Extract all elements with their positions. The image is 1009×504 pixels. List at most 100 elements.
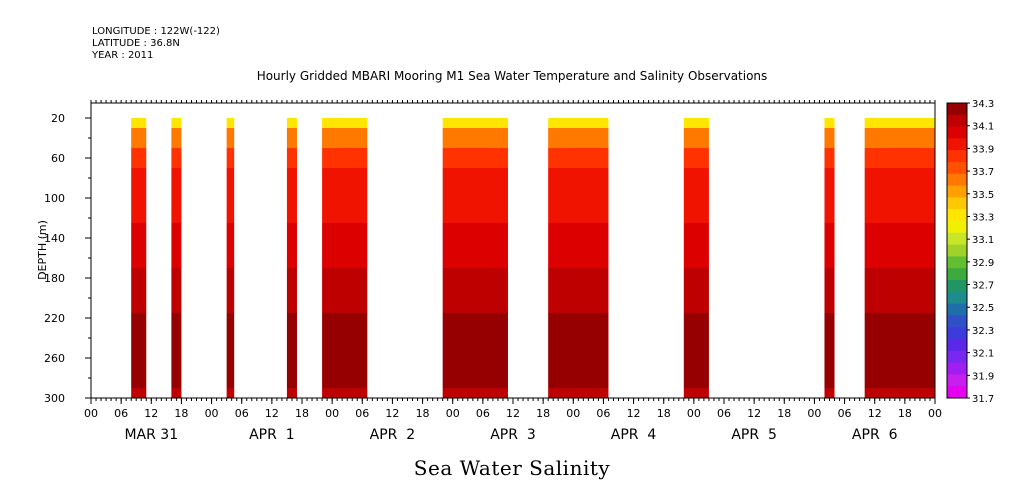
salinity-cell [824, 268, 835, 313]
salinity-cell [171, 268, 182, 313]
salinity-cell [171, 223, 182, 268]
salinity-cell [131, 223, 147, 268]
axes-layer: 20 60 100 140 180 220 260 300 00 06 12 18 00 06 12 18 00… [44, 100, 942, 443]
colorbar-swatch [947, 221, 967, 234]
data-segment [824, 118, 835, 398]
colorbar-label: 33.9 [972, 144, 994, 155]
salinity-cell [131, 353, 147, 388]
colorbar-label: 32.9 [972, 258, 994, 269]
longitude-label: LONGITUDE : 122W(-122) [92, 26, 220, 37]
salinity-cell [548, 168, 609, 193]
y-tick-label: 300 [44, 392, 65, 405]
y-tick-label: 260 [44, 352, 65, 365]
salinity-cell [824, 148, 835, 168]
x-tick-label: 18 [174, 407, 188, 420]
x-tick-label: 00 [84, 407, 98, 420]
x-tick-label: 18 [416, 407, 430, 420]
x-tick-label: 06 [717, 407, 731, 420]
x-tick-label: 06 [838, 407, 852, 420]
x-tick-label: 00 [687, 407, 701, 420]
salinity-cell [548, 313, 609, 353]
salinity-cell [548, 148, 609, 168]
salinity-cell [824, 353, 835, 388]
x-tick-label: 12 [144, 407, 158, 420]
salinity-cell [131, 268, 147, 313]
salinity-cell [171, 193, 182, 223]
salinity-cell [131, 193, 147, 223]
colorbar-swatch [947, 268, 967, 281]
salinity-cell [864, 388, 935, 398]
colorbar-swatch [947, 374, 967, 387]
salinity-cell [824, 128, 835, 148]
colorbar-swatch [947, 162, 967, 175]
x-tick-label: 12 [265, 407, 279, 420]
salinity-cell [226, 168, 235, 193]
salinity-cell [442, 313, 508, 353]
salinity-cell [322, 193, 368, 223]
data-segment [322, 118, 368, 398]
x-day-label: APR 2 [370, 427, 416, 443]
colorbar-swatch [947, 114, 967, 128]
salinity-cell [171, 148, 182, 168]
metadata-block: LONGITUDE : 122W(-122) LATITUDE : 36.8N … [92, 26, 220, 62]
colorbar-label: 34.1 [972, 122, 994, 133]
data-segment [131, 118, 147, 398]
x-tick-label: 12 [627, 407, 641, 420]
x-tick-label: 12 [385, 407, 399, 420]
salinity-cell [864, 128, 935, 148]
x-tick-label: 00 [446, 407, 460, 420]
salinity-cell [286, 118, 297, 128]
colorbar-swatch [947, 209, 967, 222]
colorbar-swatch [947, 197, 967, 210]
y-tick-label: 220 [44, 312, 65, 325]
x-tick-label: 00 [205, 407, 219, 420]
salinity-cell [824, 118, 835, 128]
salinity-cell [824, 168, 835, 193]
colorbar-swatch [947, 327, 967, 340]
salinity-cell [226, 313, 235, 353]
salinity-cell [286, 353, 297, 388]
salinity-cell [548, 223, 609, 268]
salinity-cell [683, 118, 709, 128]
salinity-cell [864, 313, 935, 353]
salinity-cell [864, 268, 935, 313]
salinity-cell [286, 223, 297, 268]
salinity-cell [683, 148, 709, 168]
salinity-cell [322, 223, 368, 268]
colorbar-label: 33.1 [972, 235, 994, 246]
colorbar-label: 32.3 [972, 326, 994, 337]
salinity-cell [322, 168, 368, 193]
salinity-cell [864, 193, 935, 223]
salinity-cell [226, 148, 235, 168]
colorbar-swatch [947, 126, 967, 139]
salinity-cell [131, 388, 147, 398]
colorbar-swatch [947, 185, 967, 198]
latitude-label: LATITUDE : 36.8N [92, 38, 180, 49]
colorbar-label: 33.3 [972, 212, 994, 223]
salinity-cell [322, 313, 368, 353]
salinity-cell [131, 118, 147, 128]
salinity-cell [226, 223, 235, 268]
x-day-label: APR 5 [731, 427, 777, 443]
x-tick-label: 18 [898, 407, 912, 420]
salinity-cell [442, 193, 508, 223]
salinity-cell [286, 168, 297, 193]
colorbar-swatch [947, 315, 967, 328]
colorbar-label: 31.7 [972, 394, 994, 405]
salinity-cell [683, 128, 709, 148]
salinity-cell [286, 268, 297, 313]
x-axis-label: Sea Water Salinity [414, 456, 611, 480]
salinity-cell [226, 353, 235, 388]
data-segment [442, 118, 508, 398]
salinity-cell [442, 128, 508, 148]
salinity-cell [683, 313, 709, 353]
x-tick-label: 00 [566, 407, 580, 420]
x-tick-label: 00 [807, 407, 821, 420]
salinity-cell [322, 118, 368, 128]
salinity-cell [226, 268, 235, 313]
salinity-cell [131, 148, 147, 168]
data-segment [548, 118, 609, 398]
y-tick-label: 60 [51, 152, 65, 165]
colorbar-swatch [947, 232, 967, 246]
colorbar-label: 32.7 [972, 281, 994, 292]
